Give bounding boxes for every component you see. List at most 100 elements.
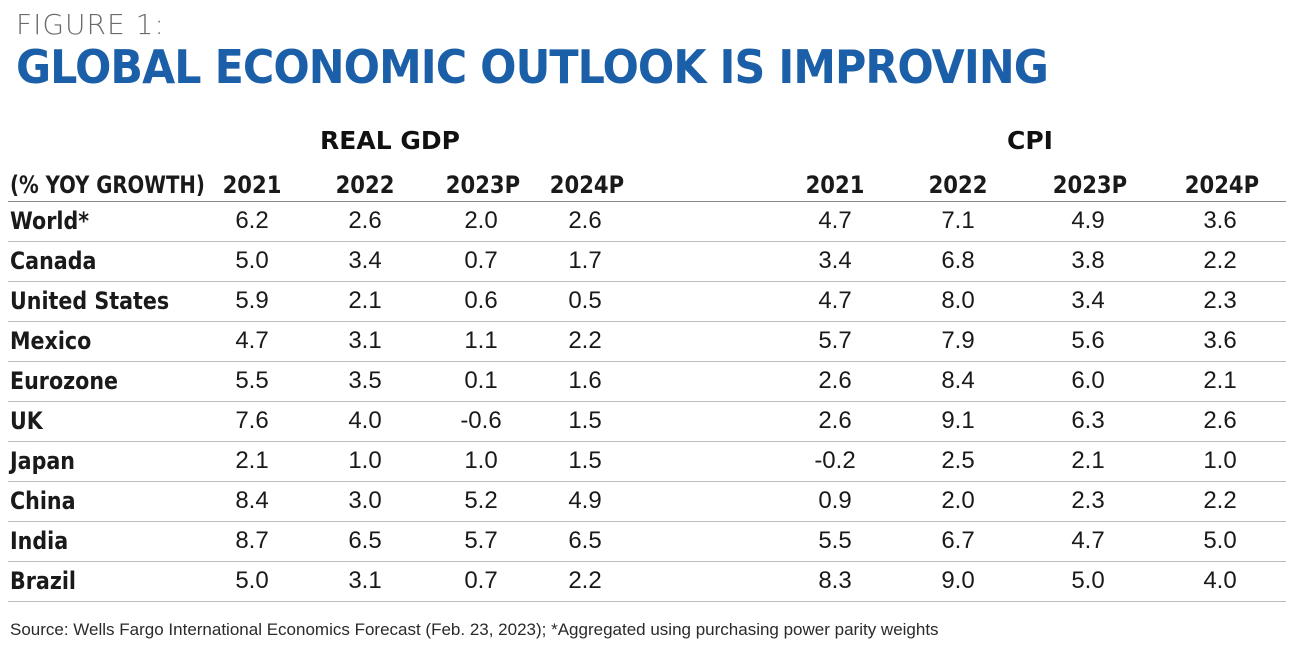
- gdp-value: 8.7: [235, 527, 269, 554]
- table-divider: [8, 441, 1286, 442]
- table-divider: [8, 321, 1286, 322]
- cpi-year-header: 2023P: [1052, 171, 1128, 199]
- cpi-value: 2.2: [1203, 487, 1237, 514]
- source-note: Source: Wells Fargo International Econom…: [10, 620, 939, 639]
- figure-label: FIGURE 1:: [16, 8, 165, 41]
- gdp-value: 5.0: [235, 567, 269, 594]
- cpi-value: 3.6: [1203, 207, 1237, 234]
- cpi-value: 5.0: [1203, 527, 1237, 554]
- cpi-value: 3.4: [818, 247, 852, 274]
- cpi-value: 2.6: [818, 407, 852, 434]
- cpi-value: 7.1: [941, 207, 975, 234]
- table-row: UK 7.6 4.0 -0.6 1.5 2.6 9.1 6.3 2.6: [0, 401, 1300, 441]
- header-label: (% YOY GROWTH): [10, 171, 205, 199]
- cpi-value: 4.7: [818, 287, 852, 314]
- table-row: United States 5.9 2.1 0.6 0.5 4.7 8.0 3.4 2.3: [0, 281, 1300, 321]
- country-name: Canada: [10, 247, 97, 275]
- gdp-value: 0.6: [464, 287, 498, 314]
- cpi-value: 3.4: [1071, 287, 1105, 314]
- cpi-value: 9.0: [941, 567, 975, 594]
- cpi-value: 2.2: [1203, 247, 1237, 274]
- gdp-value: 8.4: [235, 487, 269, 514]
- table-row: Eurozone 5.5 3.5 0.1 1.6 2.6 8.4 6.0 2.1: [0, 361, 1300, 401]
- gdp-value: 5.5: [235, 367, 269, 394]
- cpi-value: 2.1: [1071, 447, 1105, 474]
- gdp-value: 5.7: [464, 527, 498, 554]
- gdp-value: 3.4: [348, 247, 382, 274]
- gdp-value: 4.0: [348, 407, 382, 434]
- cpi-value: 3.6: [1203, 327, 1237, 354]
- gdp-year-header: 2024P: [549, 171, 625, 199]
- gdp-value: 1.5: [568, 407, 602, 434]
- figure-title: GLOBAL ECONOMIC OUTLOOK IS IMPROVING: [16, 40, 1049, 94]
- cpi-value: 9.1: [941, 407, 975, 434]
- gdp-value: 7.6: [235, 407, 269, 434]
- table-row: India 8.7 6.5 5.7 6.5 5.5 6.7 4.7 5.0: [0, 521, 1300, 561]
- gdp-value: 2.2: [568, 567, 602, 594]
- gdp-value: 1.0: [348, 447, 382, 474]
- cpi-value: 3.8: [1071, 247, 1105, 274]
- cpi-value: 0.9: [818, 487, 852, 514]
- table-divider: [8, 481, 1286, 482]
- gdp-value: 2.1: [348, 287, 382, 314]
- cpi-year-header: 2021: [805, 171, 865, 199]
- gdp-year-header: 2022: [335, 171, 395, 199]
- cpi-value: 2.1: [1203, 367, 1237, 394]
- country-name: Brazil: [10, 567, 77, 595]
- gdp-value: 2.6: [568, 207, 602, 234]
- cpi-value: 2.5: [941, 447, 975, 474]
- table-row: Mexico 4.7 3.1 1.1 2.2 5.7 7.9 5.6 3.6: [0, 321, 1300, 361]
- gdp-group-heading: REAL GDP: [320, 126, 460, 155]
- gdp-year-header: 2021: [222, 171, 282, 199]
- table-divider: [8, 521, 1286, 522]
- cpi-value: 4.0: [1203, 567, 1237, 594]
- gdp-value: 2.1: [235, 447, 269, 474]
- gdp-value: 1.1: [464, 327, 498, 354]
- country-name: India: [10, 527, 69, 555]
- cpi-value: 4.7: [818, 207, 852, 234]
- gdp-value: 4.7: [235, 327, 269, 354]
- table-divider: [8, 281, 1286, 282]
- country-name: UK: [10, 407, 43, 435]
- table-divider: [8, 241, 1286, 242]
- gdp-value: 5.0: [235, 247, 269, 274]
- cpi-value: 6.7: [941, 527, 975, 554]
- gdp-value: 6.2: [235, 207, 269, 234]
- gdp-value: -0.6: [460, 407, 502, 434]
- gdp-value: 1.5: [568, 447, 602, 474]
- gdp-value: 5.2: [464, 487, 498, 514]
- cpi-group-heading: CPI: [1007, 126, 1053, 155]
- table-row: Japan 2.1 1.0 1.0 1.5 -0.2 2.5 2.1 1.0: [0, 441, 1300, 481]
- cpi-value: 6.0: [1071, 367, 1105, 394]
- country-name: United States: [10, 287, 170, 315]
- gdp-value: 1.7: [568, 247, 602, 274]
- gdp-year-header: 2023P: [445, 171, 521, 199]
- cpi-value: 5.0: [1071, 567, 1105, 594]
- table-divider: [8, 401, 1286, 402]
- table-row: World* 6.2 2.6 2.0 2.6 4.7 7.1 4.9 3.6: [0, 201, 1300, 241]
- gdp-value: 0.7: [464, 567, 498, 594]
- gdp-value: 2.0: [464, 207, 498, 234]
- cpi-year-header: 2022: [928, 171, 988, 199]
- cpi-value: 5.6: [1071, 327, 1105, 354]
- cpi-value: 2.3: [1071, 487, 1105, 514]
- cpi-value: 6.3: [1071, 407, 1105, 434]
- table-row: Brazil 5.0 3.1 0.7 2.2 8.3 9.0 5.0 4.0: [0, 561, 1300, 601]
- country-name: Eurozone: [10, 367, 119, 395]
- cpi-value: 4.9: [1071, 207, 1105, 234]
- country-name: China: [10, 487, 76, 515]
- gdp-value: 4.9: [568, 487, 602, 514]
- cpi-value: 7.9: [941, 327, 975, 354]
- gdp-value: 2.6: [348, 207, 382, 234]
- gdp-value: 6.5: [348, 527, 382, 554]
- gdp-value: 3.5: [348, 367, 382, 394]
- table-header-row: (% YOY GROWTH) 2021 2022 2023P 2024P 202…: [0, 165, 1300, 201]
- gdp-value: 6.5: [568, 527, 602, 554]
- cpi-year-header: 2024P: [1184, 171, 1260, 199]
- gdp-value: 2.2: [568, 327, 602, 354]
- cpi-value: 8.0: [941, 287, 975, 314]
- cpi-value: 1.0: [1203, 447, 1237, 474]
- cpi-value: 2.3: [1203, 287, 1237, 314]
- country-name: World*: [10, 207, 90, 235]
- gdp-value: 1.0: [464, 447, 498, 474]
